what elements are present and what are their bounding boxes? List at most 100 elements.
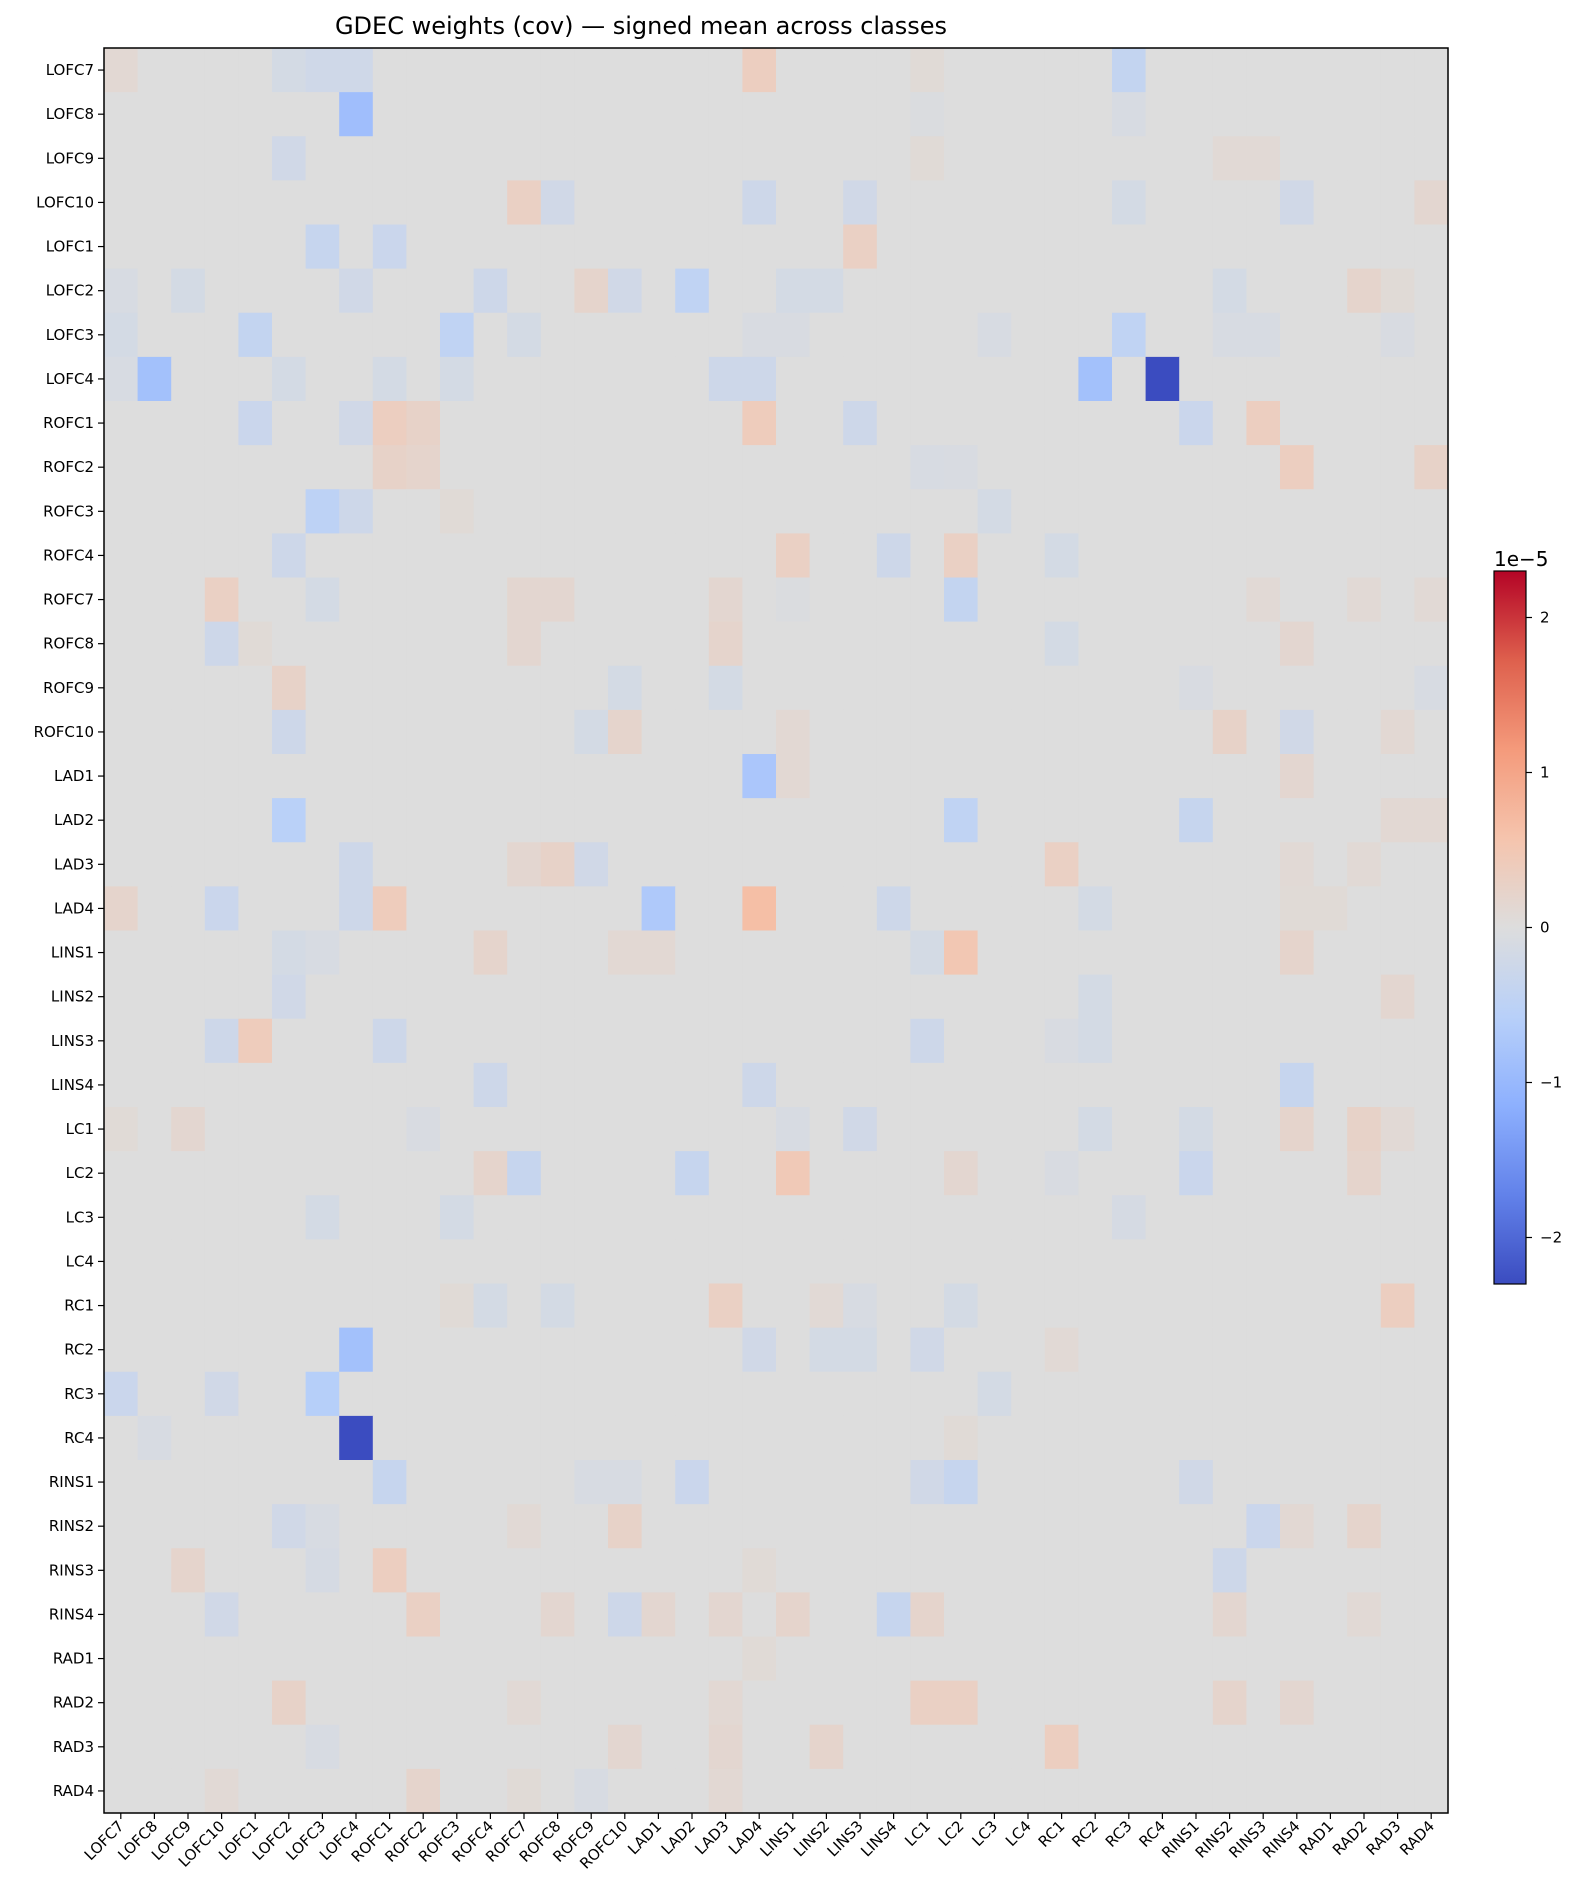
heatmap-cell [876,268,911,314]
y-tick-label: RAD4 [53,1782,94,1800]
heatmap-cell [641,1460,676,1505]
heatmap-cell [876,1636,911,1682]
heatmap-cell [406,1768,441,1814]
heatmap-cell [440,1107,475,1152]
heatmap-cell [843,1151,878,1196]
heatmap-cell [238,312,273,358]
heatmap-cell [1380,92,1415,137]
heatmap-cell [204,312,239,358]
heatmap-cell [977,136,1012,181]
heatmap-cell [876,1592,911,1638]
heatmap-cell [1212,798,1247,843]
heatmap-cell [1112,1548,1147,1593]
heatmap-cell [944,1283,979,1329]
heatmap-cell [641,754,676,799]
heatmap-cell [675,974,710,1020]
heatmap-cell [104,577,139,623]
heatmap-cell [1044,445,1079,490]
heatmap-cell [675,136,710,181]
heatmap-cell [1179,754,1214,799]
heatmap-cell [876,1460,911,1505]
heatmap-cell [1112,356,1147,402]
heatmap-cell [1380,1195,1415,1240]
heatmap-cell [608,1062,643,1108]
heatmap-cell [104,224,139,270]
heatmap-cell [238,224,273,270]
heatmap-cell [1212,1636,1247,1682]
heatmap-cell [305,268,340,314]
heatmap-cell [372,1415,407,1461]
heatmap-cell [1212,1283,1247,1329]
heatmap-cell [272,1151,307,1196]
x-tick-label: LAD1 [624,1817,665,1858]
heatmap-cell [372,136,407,181]
heatmap-cell [776,401,811,446]
heatmap-cell [1011,401,1046,446]
heatmap-cell [1313,709,1348,755]
heatmap-cell [1078,665,1113,711]
heatmap-cell [1280,1239,1315,1285]
heatmap-cell [1112,886,1147,932]
heatmap-cell [608,312,643,358]
heatmap-cell [910,1062,945,1108]
heatmap-cell [272,1768,307,1814]
heatmap-cell [1044,886,1079,932]
colorbar-tick-label: 0 [1540,919,1550,937]
heatmap-cell [238,754,273,799]
heatmap-cell [843,1107,878,1152]
heatmap-cell [742,224,777,270]
heatmap-cell [1347,136,1382,181]
heatmap-cell [1414,533,1449,579]
heatmap-cell [473,1415,508,1461]
heatmap-cell [507,754,542,799]
heatmap-cell [876,1018,911,1064]
heatmap-cell [305,930,340,976]
heatmap-cell [1347,621,1382,667]
heatmap-cell [1380,1680,1415,1726]
heatmap-cell [1011,1018,1046,1064]
heatmap-cell [272,1548,307,1593]
heatmap-cell [1246,930,1281,976]
heatmap-cell [675,754,710,799]
heatmap-cell [1145,842,1180,887]
heatmap-cell [1011,1724,1046,1770]
heatmap-cell [406,886,441,932]
y-tick-label: ROFC1 [43,414,94,432]
heatmap-cell [1414,1371,1449,1417]
heatmap-cell [608,621,643,667]
heatmap-cell [641,1415,676,1461]
heatmap-cell [608,92,643,137]
heatmap-cell [305,92,340,137]
heatmap-cell [372,489,407,534]
heatmap-cell [204,136,239,181]
y-tick-label: LOFC4 [46,370,94,388]
heatmap-cell [372,886,407,932]
heatmap-cell [1044,136,1079,181]
heatmap-cell [1145,356,1180,402]
heatmap-cell [305,974,340,1020]
heatmap-cell [977,1460,1012,1505]
heatmap-cell [238,1107,273,1152]
x-tick-label: LC4 [1002,1817,1035,1850]
heatmap-cell [574,1062,609,1108]
heatmap-cell [608,754,643,799]
heatmap-cell [1280,621,1315,667]
heatmap-cell [776,489,811,534]
heatmap-cell [675,1018,710,1064]
heatmap-cell [1414,1415,1449,1461]
heatmap-cell [876,754,911,799]
heatmap-cell [1212,577,1247,623]
heatmap-cell [1347,665,1382,711]
heatmap-cell [171,1062,206,1108]
heatmap-cell [272,754,307,799]
heatmap-cell [104,1195,139,1240]
heatmap-cell [608,930,643,976]
heatmap-cell [977,401,1012,446]
heatmap-cell [776,533,811,579]
heatmap-cell [574,709,609,755]
heatmap-cell [910,1239,945,1285]
heatmap-cell [776,798,811,843]
heatmap-cell [440,356,475,402]
heatmap-cell [910,798,945,843]
x-tick-label: LC2 [935,1817,968,1850]
